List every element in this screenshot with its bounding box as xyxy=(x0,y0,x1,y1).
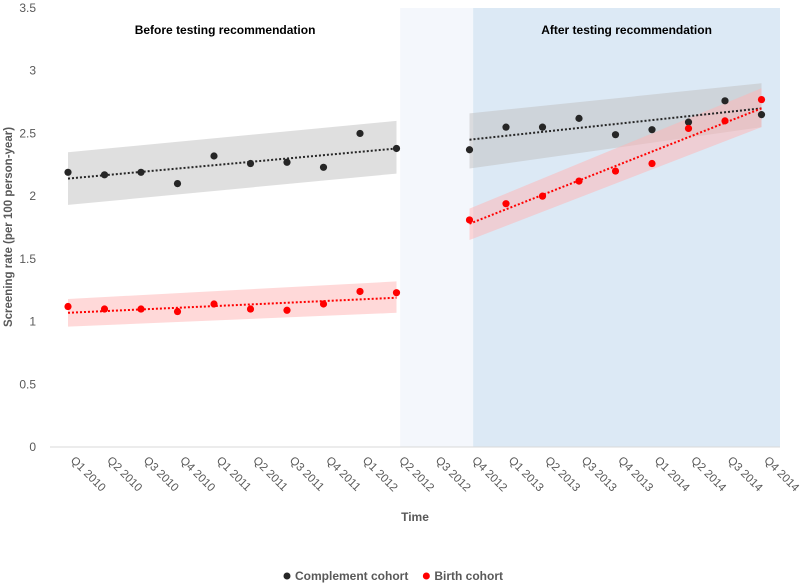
data-point-1-15 xyxy=(611,167,620,175)
data-point-0-11 xyxy=(465,146,474,154)
confidence-band-0-1 xyxy=(469,83,762,169)
data-point-0-1 xyxy=(100,171,109,179)
data-point-0-19 xyxy=(757,111,766,119)
data-point-1-12 xyxy=(502,200,510,208)
data-point-0-6 xyxy=(283,158,291,166)
x-tick-label: Q1 2012 xyxy=(360,455,400,495)
legend-marker-0 xyxy=(283,572,291,580)
data-point-1-0 xyxy=(64,302,72,311)
data-point-1-8 xyxy=(356,287,364,296)
legend-marker-1 xyxy=(422,572,430,580)
x-tick-label: Q1 2013 xyxy=(506,455,546,495)
x-tick-label: Q2 2012 xyxy=(396,455,436,495)
data-point-0-3 xyxy=(173,180,182,188)
data-point-1-4 xyxy=(210,300,218,308)
data-point-1-7 xyxy=(319,300,328,308)
x-tick-label: Q4 2011 xyxy=(323,455,362,494)
y-tick-label: 0 xyxy=(29,440,36,454)
y-tick-label: 3.5 xyxy=(19,1,36,15)
data-point-0-17 xyxy=(684,118,693,126)
trend-line-0-1 xyxy=(469,107,762,141)
x-tick-label: Q1 2014 xyxy=(652,455,692,495)
data-point-1-14 xyxy=(575,177,583,185)
x-tick-label: Q2 2010 xyxy=(104,455,144,495)
x-tick-label: Q3 2014 xyxy=(725,455,765,495)
region-band-2 xyxy=(473,8,780,447)
data-point-1-9 xyxy=(392,289,401,297)
data-point-0-15 xyxy=(611,131,620,139)
data-point-1-1 xyxy=(100,305,109,313)
trend-line-1-0 xyxy=(67,296,397,314)
data-point-1-16 xyxy=(648,159,656,168)
data-point-0-9 xyxy=(392,144,401,153)
data-point-0-0 xyxy=(64,168,72,176)
data-point-0-4 xyxy=(210,152,218,160)
x-tick-label: Q4 2014 xyxy=(761,455,800,495)
x-tick-label: Q4 2012 xyxy=(469,455,509,495)
data-point-0-7 xyxy=(319,163,328,171)
y-tick-label: 2 xyxy=(29,189,36,203)
data-point-0-14 xyxy=(575,114,583,122)
region-band-0 xyxy=(50,8,401,447)
x-tick-label: Q1 2010 xyxy=(68,455,108,495)
x-tick-label: Q2 2011 xyxy=(250,455,289,494)
x-tick-label: Q3 2010 xyxy=(141,455,181,495)
data-point-1-11 xyxy=(465,216,474,224)
trend-line-1-1 xyxy=(469,107,762,225)
data-point-1-19 xyxy=(757,95,766,104)
data-point-1-6 xyxy=(283,306,291,314)
x-tick-label: Q4 2013 xyxy=(615,455,655,495)
y-tick-label: 1.5 xyxy=(19,252,36,266)
data-point-1-18 xyxy=(721,117,729,125)
y-tick-label: 3 xyxy=(29,64,36,78)
data-point-0-16 xyxy=(648,126,656,134)
legend-label-1: Birth cohort xyxy=(434,569,503,583)
data-point-0-5 xyxy=(246,159,255,168)
data-point-1-17 xyxy=(684,124,693,133)
data-point-1-3 xyxy=(173,307,182,316)
data-point-1-13 xyxy=(538,192,547,200)
y-axis-title: Screening rate (per 100 person-year) xyxy=(3,127,15,327)
y-tick-label: 0.5 xyxy=(19,377,36,391)
trend-line-0-0 xyxy=(67,147,397,180)
x-tick-label: Q3 2013 xyxy=(579,455,619,495)
data-point-0-8 xyxy=(356,129,364,138)
x-tick-label: Q1 2011 xyxy=(214,455,253,494)
x-tick-label: Q2 2014 xyxy=(688,455,728,495)
data-point-0-12 xyxy=(502,123,510,131)
data-point-0-2 xyxy=(137,168,145,176)
region-label-2: After testing recommendation xyxy=(541,23,712,37)
data-point-0-18 xyxy=(721,97,729,105)
x-axis-title: Time xyxy=(401,510,429,524)
data-point-0-13 xyxy=(538,123,547,131)
data-point-1-2 xyxy=(137,305,145,313)
y-tick-label: 2.5 xyxy=(19,126,36,140)
region-label-0: Before testing recommendation xyxy=(135,23,316,37)
x-tick-label: Q3 2011 xyxy=(287,455,326,494)
x-tick-label: Q3 2012 xyxy=(433,455,473,495)
y-tick-label: 1 xyxy=(29,315,36,329)
legend-label-0: Complement cohort xyxy=(295,569,408,583)
confidence-band-1-0 xyxy=(68,281,397,327)
x-tick-label: Q4 2010 xyxy=(177,455,217,495)
x-tick-label: Q2 2013 xyxy=(542,455,582,495)
region-band-1 xyxy=(400,8,474,447)
data-point-1-5 xyxy=(246,305,255,313)
